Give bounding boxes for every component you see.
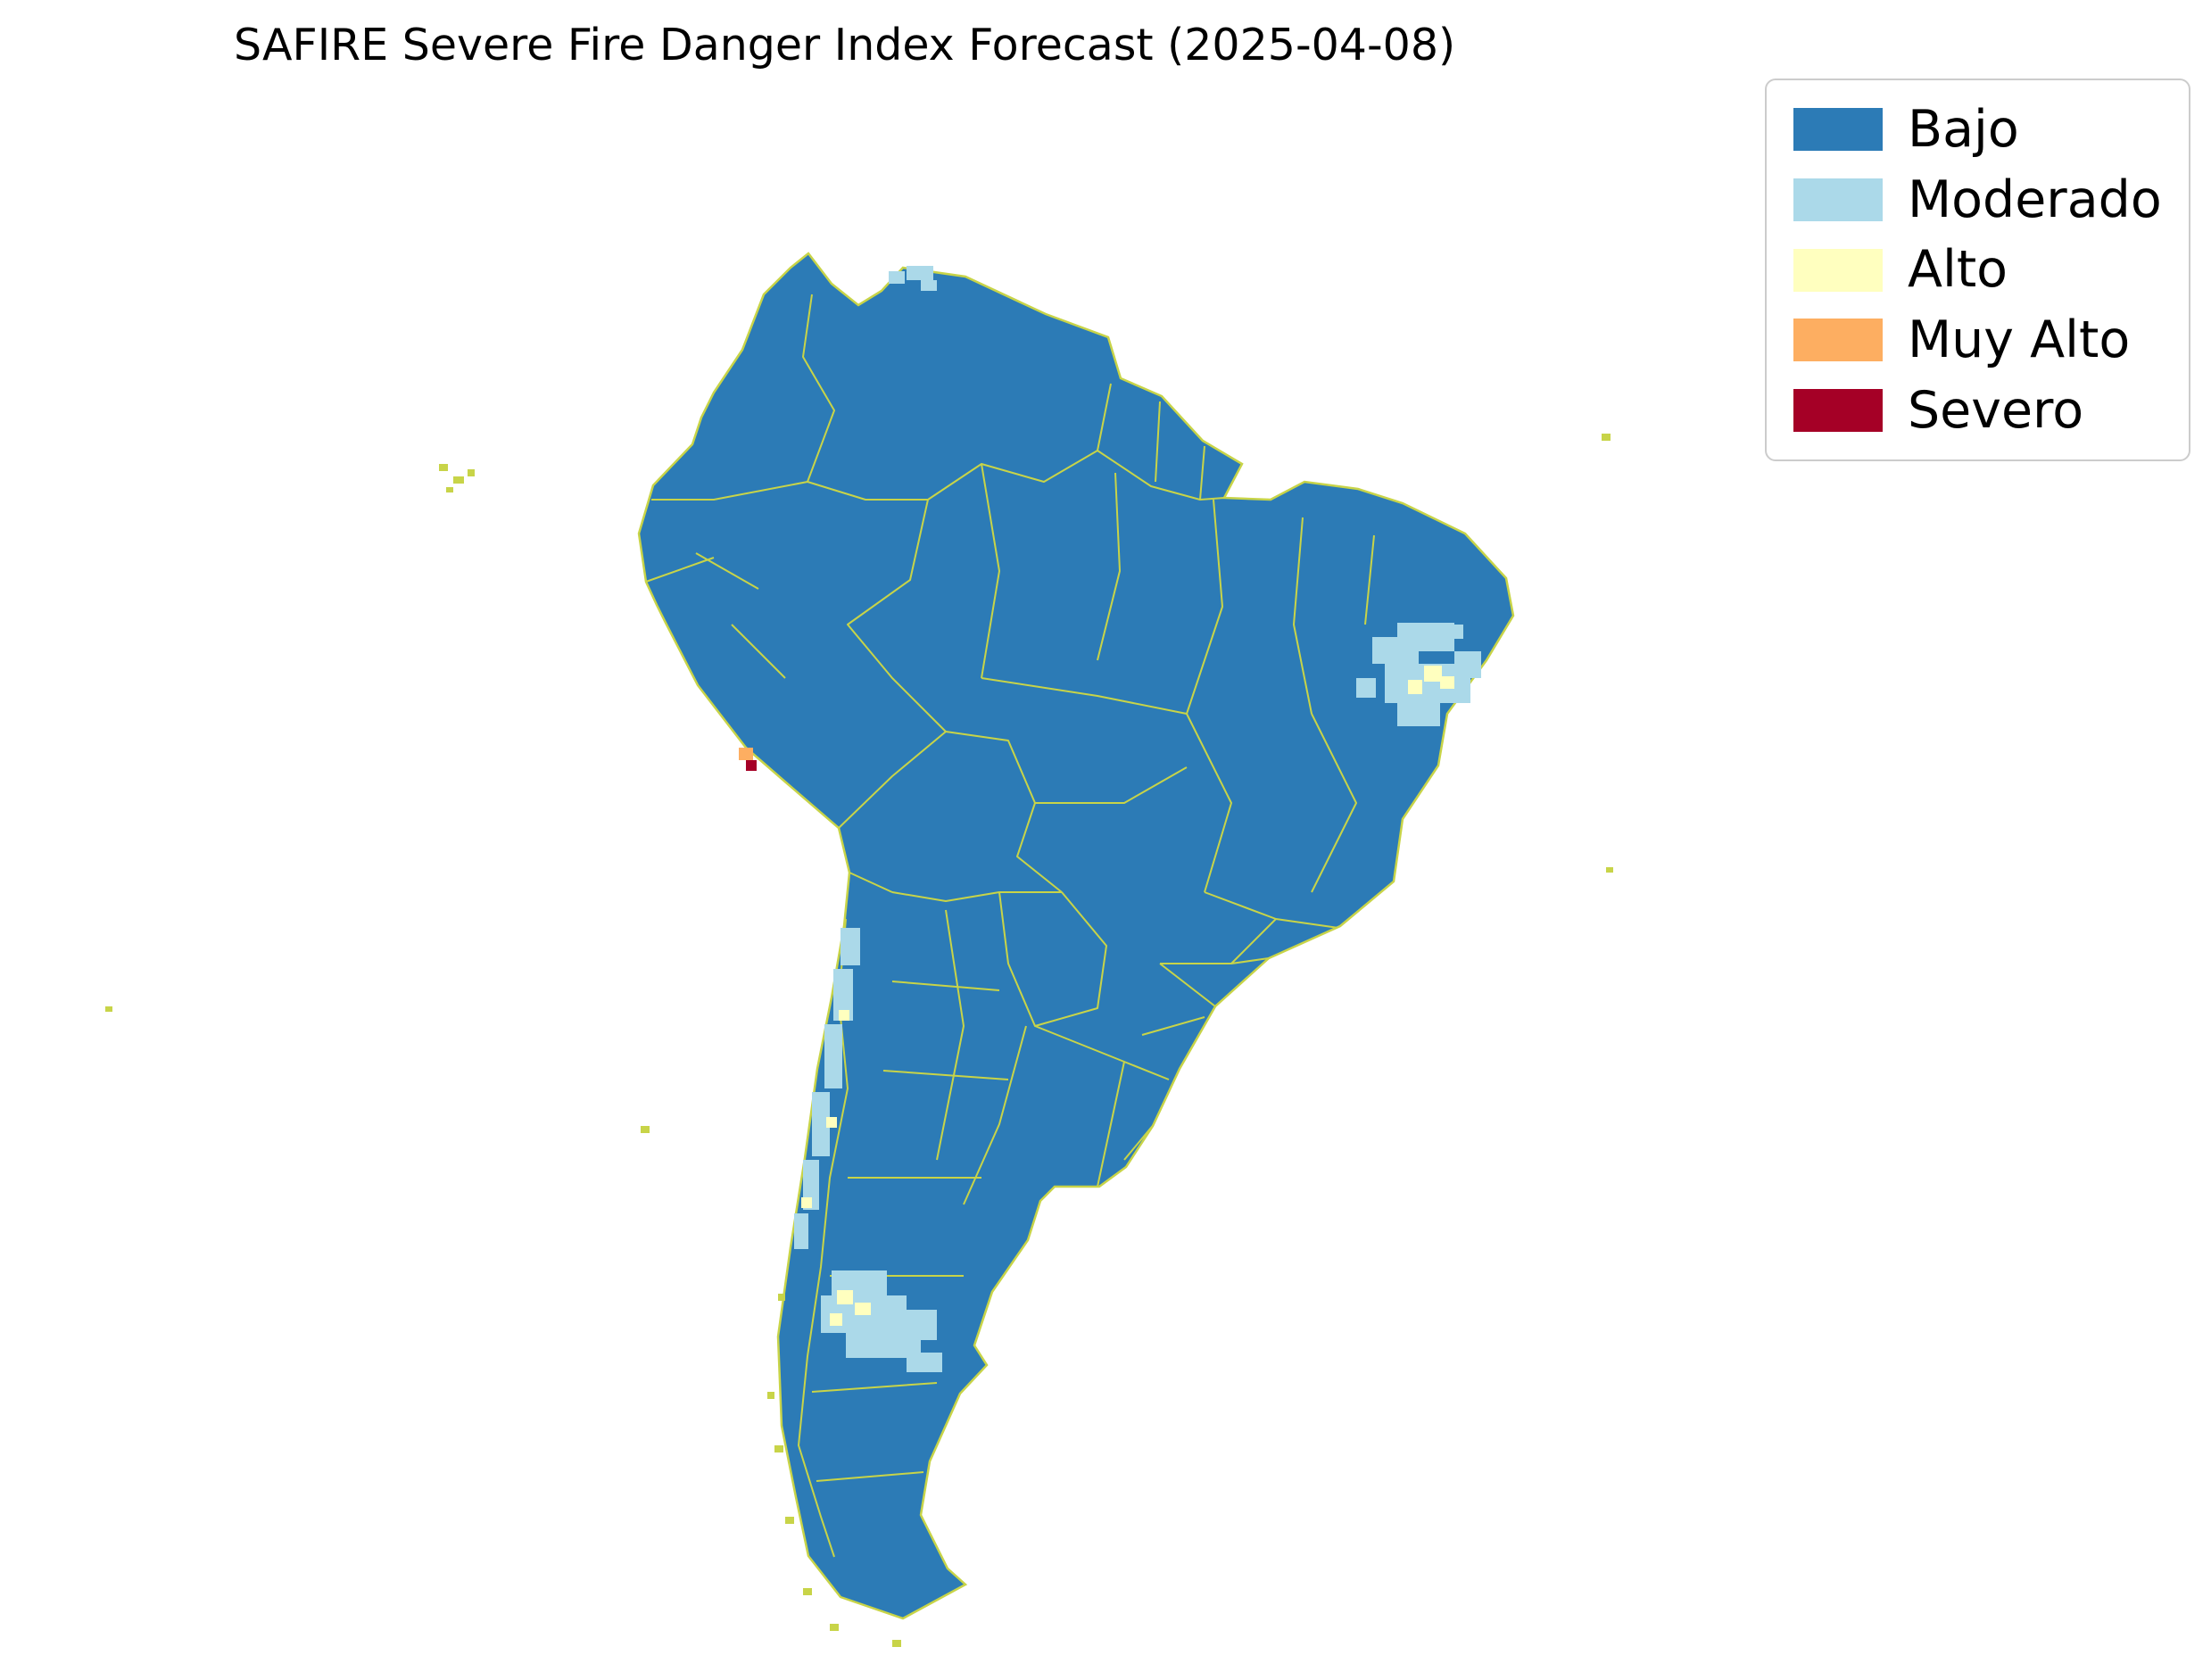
legend-label-moderado: Moderado bbox=[1908, 170, 2162, 229]
legend-swatch-bajo bbox=[1793, 108, 1883, 152]
legend: Bajo Moderado Alto Muy Alto Severo bbox=[1765, 79, 2190, 462]
moderado-cells bbox=[794, 266, 1481, 1372]
legend-label-muy-alto: Muy Alto bbox=[1908, 310, 2131, 370]
legend-label-alto: Alto bbox=[1908, 240, 2008, 300]
legend-item-severo: Severo bbox=[1793, 383, 2162, 439]
figure-title: SAFIRE Severe Fire Danger Index Forecast… bbox=[234, 20, 1456, 70]
legend-swatch-moderado bbox=[1793, 178, 1883, 222]
legend-item-muy-alto: Muy Alto bbox=[1793, 312, 2162, 368]
legend-item-bajo: Bajo bbox=[1793, 102, 2162, 158]
legend-swatch-alto bbox=[1793, 248, 1883, 292]
severo-cells bbox=[746, 760, 757, 771]
legend-swatch-muy-alto bbox=[1793, 319, 1883, 362]
legend-label-bajo: Bajo bbox=[1908, 100, 2019, 159]
continent-fill-bajo bbox=[637, 252, 1515, 1620]
admin-borders bbox=[645, 294, 1375, 1558]
alto-cells bbox=[801, 666, 1454, 1326]
legend-item-alto: Alto bbox=[1793, 242, 2162, 298]
legend-item-moderado: Moderado bbox=[1793, 170, 2162, 229]
legend-label-severo: Severo bbox=[1908, 380, 2084, 440]
island-speckles bbox=[105, 434, 1613, 1647]
legend-swatch-severo bbox=[1793, 389, 1883, 433]
muy-alto-cells bbox=[739, 748, 753, 760]
